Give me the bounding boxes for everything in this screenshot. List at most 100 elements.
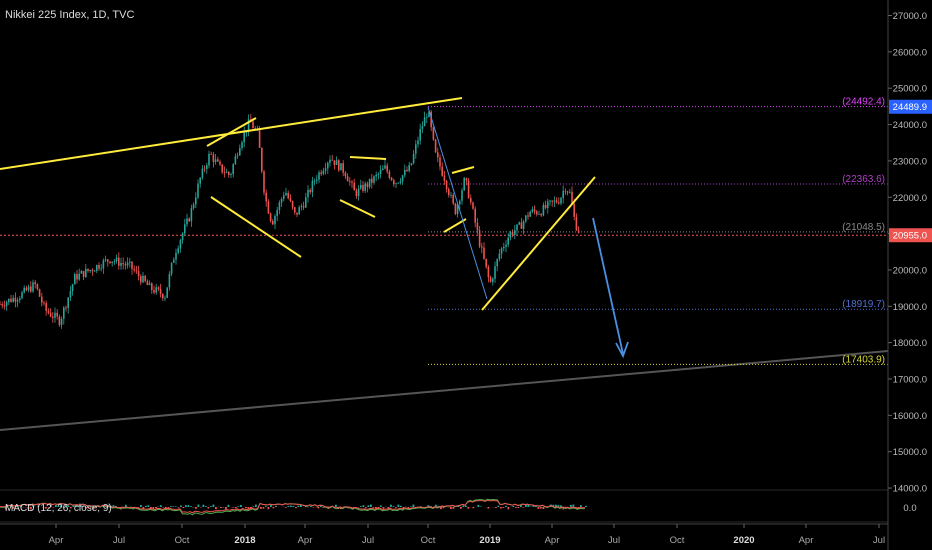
macd-histogram-bar [160, 505, 162, 507]
macd-histogram-bar [147, 505, 150, 507]
macd-histogram-bar [435, 504, 437, 507]
x-tick-label: 2018 [234, 535, 255, 546]
macd-pane [0, 489, 888, 523]
candle-body [338, 160, 340, 171]
macd-histogram-bar [427, 505, 430, 507]
candle-body [518, 222, 520, 225]
macd-histogram-bar [235, 507, 237, 509]
candle-body [34, 282, 36, 285]
macd-histogram-bar [465, 505, 467, 507]
candle-body [234, 156, 237, 165]
candle-body [236, 155, 239, 157]
candle-body [544, 204, 547, 208]
candle-body [324, 168, 327, 171]
candle-body [291, 201, 294, 208]
candle-body [230, 173, 232, 175]
macd-histogram-bar [267, 507, 270, 510]
macd-histogram-bar [287, 505, 290, 507]
candle-body [569, 191, 571, 193]
candle-body [16, 300, 19, 302]
macd-histogram-bar [542, 507, 545, 510]
macd-histogram-bar [37, 505, 40, 507]
candle-body [74, 274, 76, 285]
macd-histogram-bar [142, 507, 145, 510]
candle-body [511, 232, 514, 235]
candle-body [102, 260, 105, 269]
macd-histogram-bar [480, 506, 482, 507]
macd-histogram-bar [205, 506, 207, 507]
candle-body [349, 181, 351, 183]
macd-histogram-bar [497, 505, 500, 507]
candle-body [118, 257, 120, 266]
macd-histogram-bar [527, 504, 530, 507]
candle-body [239, 148, 241, 156]
macd-histogram-bar [295, 507, 297, 509]
macd-label: MACD (12, 26, close, 9) [5, 503, 112, 514]
candle-body [80, 270, 83, 274]
candle-body [498, 253, 501, 260]
candle-body [340, 163, 342, 171]
macd-histogram-bar [197, 504, 200, 507]
candle-body [173, 259, 175, 263]
candle-body [223, 172, 226, 173]
candle-body [111, 261, 113, 263]
candle-body [87, 268, 89, 271]
candle-body [390, 177, 393, 181]
candle-body [144, 275, 146, 282]
candle-body [419, 128, 421, 141]
candle-body [577, 230, 580, 233]
macd-histogram-bar [47, 507, 50, 508]
flag-upper-line [349, 156, 387, 160]
candle-body [23, 287, 25, 293]
support-layer [0, 350, 889, 431]
y-tick-label: 19000.0 [893, 302, 927, 313]
macd-histogram-bar [387, 507, 390, 510]
candle-body [197, 183, 199, 198]
candle-body [472, 202, 474, 209]
candle-body [159, 289, 162, 295]
candle-body [489, 277, 492, 282]
macd-histogram-bar [70, 507, 72, 509]
candle-body [342, 163, 344, 173]
macd-histogram-bar [187, 505, 190, 507]
decline-projection-line [427, 106, 488, 300]
candle-body [1, 304, 3, 306]
candle-body [203, 168, 206, 170]
macd-histogram-bar [112, 505, 115, 507]
macd-histogram-bar [362, 505, 365, 507]
macd-histogram-bar [77, 505, 80, 507]
macd-histogram-bar [392, 506, 395, 507]
candle-body [379, 170, 382, 174]
candle-body [272, 220, 274, 225]
candle-body [168, 273, 171, 288]
macd-histogram-bar [557, 505, 560, 507]
candle-body [14, 297, 17, 302]
macd-histogram-bar [20, 505, 22, 507]
macd-histogram-bar [232, 507, 235, 508]
candle-body [421, 126, 424, 129]
macd-histogram-bar [202, 504, 205, 507]
candle-body [135, 270, 138, 272]
candle-body [492, 278, 494, 282]
candle-body [49, 312, 52, 317]
candle-body [333, 160, 336, 165]
macd-histogram-bar [522, 507, 525, 508]
macd-histogram-bar [500, 507, 502, 509]
candle-body [58, 316, 61, 325]
candle-body [155, 287, 157, 293]
candle-body [549, 200, 551, 202]
macd-histogram-bar [472, 507, 475, 509]
macd-histogram-bar [82, 505, 85, 507]
candle-body [208, 153, 210, 166]
candle-body [133, 269, 135, 271]
candle-body [373, 176, 375, 183]
candle-body [470, 198, 472, 203]
macd-histogram-bar [60, 505, 62, 507]
downside-arrow-line [592, 217, 624, 355]
macd-histogram-bar [317, 507, 320, 509]
candle-body [331, 159, 333, 161]
macd-histogram-bar [360, 506, 362, 507]
macd-histogram-bar [255, 504, 257, 507]
candle-body [553, 200, 556, 202]
